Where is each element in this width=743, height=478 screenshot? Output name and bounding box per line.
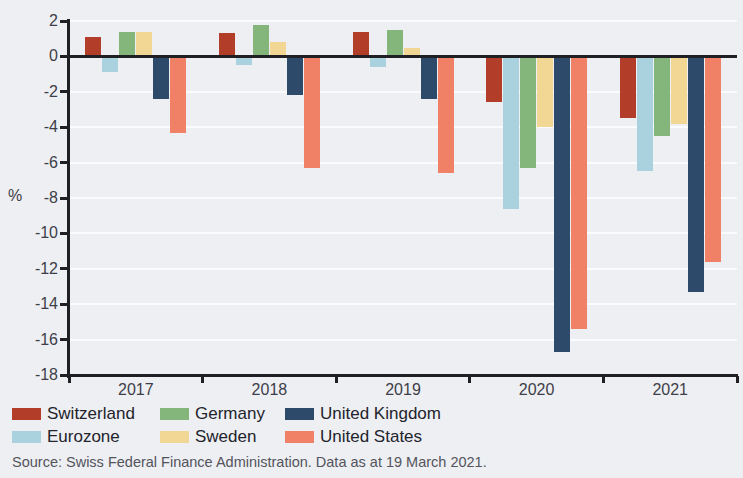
y-tick-label: 2 <box>12 12 58 30</box>
legend-swatch-switzerland <box>12 408 41 420</box>
bar-sweden-2020 <box>537 56 553 127</box>
x-tick <box>602 376 605 383</box>
bar-sweden-2021 <box>671 56 687 123</box>
x-tick <box>201 376 204 383</box>
bar-united-states-2017 <box>170 56 186 132</box>
bar-eurozone-2021 <box>637 56 653 171</box>
x-axis-label-2019: 2019 <box>336 381 470 399</box>
bar-united-states-2019 <box>438 56 454 173</box>
bar-united-states-2018 <box>304 56 320 168</box>
bar-germany-2018 <box>253 25 269 57</box>
x-axis-line <box>67 374 738 377</box>
x-axis-label-2020: 2020 <box>470 381 604 399</box>
y-tick-label: -12 <box>12 260 58 278</box>
y-tick-label: -8 <box>12 189 58 207</box>
y-tick-label: -4 <box>12 118 58 136</box>
y-tick <box>60 55 68 58</box>
bar-united-kingdom-2019 <box>421 56 437 98</box>
legend-label-switzerland: Switzerland <box>47 404 135 423</box>
y-tick-label: -18 <box>12 366 58 384</box>
x-tick <box>68 376 71 383</box>
y-tick <box>60 161 68 164</box>
y-tick-label: -16 <box>12 331 58 349</box>
source-note: Source: Swiss Federal Finance Administra… <box>12 454 487 470</box>
y-tick <box>60 338 68 341</box>
x-tick <box>468 376 471 383</box>
bar-united-kingdom-2018 <box>287 56 303 95</box>
x-axis-label-2018: 2018 <box>203 381 337 399</box>
y-tick <box>60 303 68 306</box>
bar-sweden-2017 <box>136 32 152 57</box>
x-tick <box>736 376 739 383</box>
bar-germany-2019 <box>387 30 403 57</box>
bar-united-kingdom-2020 <box>554 56 570 352</box>
y-tick-label: -2 <box>12 83 58 101</box>
y-tick <box>60 197 68 200</box>
x-axis-label-2021: 2021 <box>603 381 737 399</box>
legend-swatch-united-kingdom <box>285 408 314 420</box>
bar-switzerland-2019 <box>353 32 369 57</box>
bar-switzerland-2021 <box>620 56 636 118</box>
y-grid-line <box>69 339 737 341</box>
bar-united-kingdom-2021 <box>688 56 704 291</box>
bar-switzerland-2017 <box>85 37 101 56</box>
y-tick-label: -14 <box>12 295 58 313</box>
y-tick <box>60 90 68 93</box>
bar-eurozone-2017 <box>102 56 118 72</box>
y-grid-line <box>69 20 737 22</box>
y-grid-line <box>69 232 737 234</box>
legend-label-sweden: Sweden <box>195 427 256 446</box>
legend-label-united-states: United States <box>320 427 422 446</box>
bar-switzerland-2020 <box>486 56 502 102</box>
y-grid-line <box>69 303 737 305</box>
budget-balance-bar-chart: % Source: Swiss Federal Finance Administ… <box>0 0 743 478</box>
legend-swatch-germany <box>160 408 189 420</box>
y-tick <box>60 267 68 270</box>
y-tick <box>60 232 68 235</box>
y-tick-label: -6 <box>12 154 58 172</box>
bar-united-states-2020 <box>571 56 587 329</box>
x-axis-label-2017: 2017 <box>69 381 203 399</box>
y-tick <box>60 20 68 23</box>
y-tick <box>60 126 68 129</box>
x-tick <box>335 376 338 383</box>
y-tick-label: 0 <box>12 47 58 65</box>
y-grid-line <box>69 268 737 270</box>
legend-swatch-eurozone <box>12 431 41 443</box>
bar-united-kingdom-2017 <box>153 56 169 98</box>
legend-label-united-kingdom: United Kingdom <box>320 404 441 423</box>
bar-germany-2020 <box>520 56 536 168</box>
zero-line <box>67 55 737 58</box>
y-grid-line <box>69 197 737 199</box>
bar-united-states-2021 <box>705 56 721 261</box>
legend-label-germany: Germany <box>195 404 265 423</box>
y-tick-label: -10 <box>12 224 58 242</box>
bar-germany-2021 <box>654 56 670 136</box>
bar-switzerland-2018 <box>219 33 235 56</box>
bar-eurozone-2018 <box>236 56 252 65</box>
legend-label-eurozone: Eurozone <box>47 427 120 446</box>
bar-eurozone-2020 <box>503 56 519 208</box>
legend-swatch-sweden <box>160 431 189 443</box>
legend-swatch-united-states <box>285 431 314 443</box>
bar-eurozone-2019 <box>370 56 386 67</box>
bar-germany-2017 <box>119 32 135 57</box>
